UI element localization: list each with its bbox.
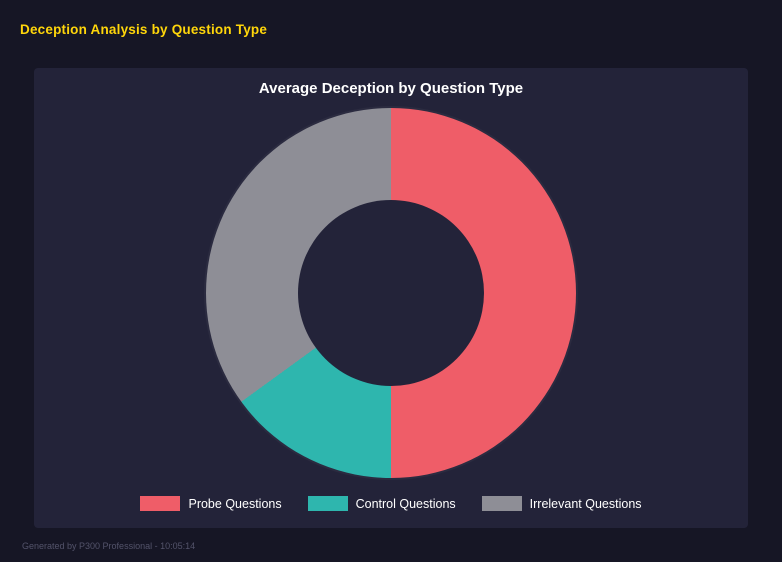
legend-swatch <box>140 496 181 511</box>
legend-label: Probe Questions <box>188 496 282 511</box>
legend-swatch <box>481 496 522 511</box>
legend-item-probe[interactable]: Probe Questions <box>140 496 282 511</box>
donut-hole <box>298 200 484 386</box>
page-title: Deception Analysis by Question Type <box>20 22 268 37</box>
chart-panel: Average Deception by Question Type Probe… <box>34 68 748 528</box>
legend-item-irrelevant[interactable]: Irrelevant Questions <box>481 496 642 511</box>
chart-legend: Probe Questions Control Questions Irrele… <box>34 496 748 511</box>
legend-label: Irrelevant Questions <box>529 496 642 511</box>
footer-text: Generated by P300 Professional - 10:05:1… <box>22 541 196 551</box>
chart-title: Average Deception by Question Type <box>258 80 524 97</box>
legend-item-control[interactable]: Control Questions <box>307 496 456 511</box>
legend-swatch <box>307 496 348 511</box>
donut-chart[interactable] <box>206 108 576 478</box>
legend-label: Control Questions <box>355 496 456 511</box>
